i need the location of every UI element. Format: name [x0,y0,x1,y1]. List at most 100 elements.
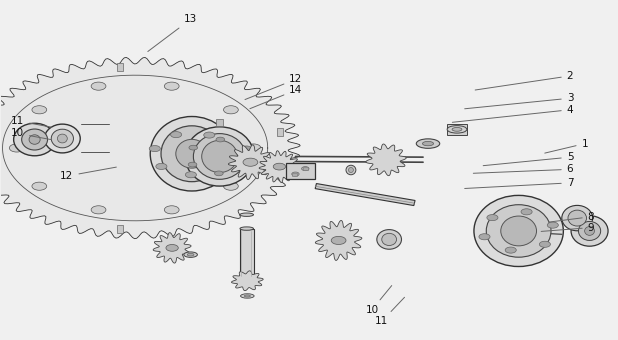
Circle shape [214,171,223,176]
Circle shape [9,144,24,152]
Circle shape [149,146,160,152]
Circle shape [189,145,198,150]
Text: 11: 11 [11,116,52,127]
Ellipse shape [14,123,56,156]
Circle shape [273,163,286,170]
Ellipse shape [201,140,237,172]
Circle shape [185,172,197,178]
Ellipse shape [150,117,234,191]
Ellipse shape [176,139,208,168]
Ellipse shape [447,126,467,133]
Circle shape [505,247,516,253]
Bar [447,124,467,135]
Text: 13: 13 [148,14,197,51]
Circle shape [204,132,215,138]
Ellipse shape [568,210,586,226]
Ellipse shape [240,213,253,216]
Polygon shape [259,151,300,183]
Polygon shape [229,145,273,180]
Bar [303,167,308,170]
Circle shape [548,222,559,228]
Ellipse shape [452,128,462,131]
Polygon shape [0,57,300,239]
Circle shape [487,215,498,221]
Circle shape [166,244,178,251]
Circle shape [164,82,179,90]
Ellipse shape [382,233,397,245]
Text: 12: 12 [60,167,116,181]
Ellipse shape [244,295,250,297]
Ellipse shape [22,129,48,150]
Ellipse shape [501,216,536,246]
Text: 4: 4 [452,105,574,122]
Circle shape [224,106,239,114]
Circle shape [171,132,182,138]
Text: 7: 7 [465,178,574,188]
Ellipse shape [187,253,194,256]
Ellipse shape [486,205,551,257]
Text: 14: 14 [250,85,303,109]
Ellipse shape [417,139,440,148]
Ellipse shape [571,216,608,246]
Ellipse shape [377,230,402,249]
Circle shape [540,241,551,247]
Circle shape [292,172,299,176]
Bar [240,229,253,277]
Circle shape [521,209,532,215]
Text: 10: 10 [11,129,52,140]
Circle shape [216,164,227,170]
Circle shape [242,146,251,151]
Bar [277,128,283,136]
Ellipse shape [161,126,222,182]
Ellipse shape [51,129,74,148]
Ellipse shape [44,124,80,153]
Text: 8: 8 [549,212,595,222]
Circle shape [331,236,346,244]
Ellipse shape [474,195,564,267]
Ellipse shape [585,226,595,235]
Text: 9: 9 [541,223,595,233]
Circle shape [242,163,250,168]
Polygon shape [315,184,415,206]
Ellipse shape [240,294,254,298]
Circle shape [164,206,179,214]
Text: 11: 11 [375,297,405,326]
Ellipse shape [562,205,593,231]
Bar [117,225,124,233]
Ellipse shape [349,168,353,172]
Circle shape [216,137,224,142]
Text: 6: 6 [473,164,574,174]
Bar [292,173,297,176]
Ellipse shape [185,127,254,186]
Polygon shape [366,144,406,176]
Ellipse shape [578,221,601,240]
Ellipse shape [29,135,40,144]
Circle shape [156,164,167,169]
Text: 5: 5 [483,152,574,166]
Bar [216,119,223,126]
Ellipse shape [423,141,434,146]
Ellipse shape [346,165,356,175]
Text: 3: 3 [465,93,574,109]
Text: 2: 2 [475,71,574,90]
Circle shape [32,182,47,190]
Bar [286,163,315,180]
Ellipse shape [184,252,197,257]
Circle shape [479,234,490,240]
Bar [277,160,283,168]
Text: 10: 10 [365,286,392,315]
Text: 12: 12 [245,74,303,100]
Circle shape [91,206,106,214]
Circle shape [32,106,47,114]
Polygon shape [232,271,263,291]
Polygon shape [153,233,191,263]
Circle shape [302,167,309,171]
Circle shape [224,147,235,153]
Ellipse shape [193,134,246,179]
Ellipse shape [240,227,253,230]
Circle shape [188,162,197,167]
Circle shape [243,158,258,166]
Circle shape [91,82,106,90]
Bar [117,63,124,71]
Polygon shape [315,220,362,260]
